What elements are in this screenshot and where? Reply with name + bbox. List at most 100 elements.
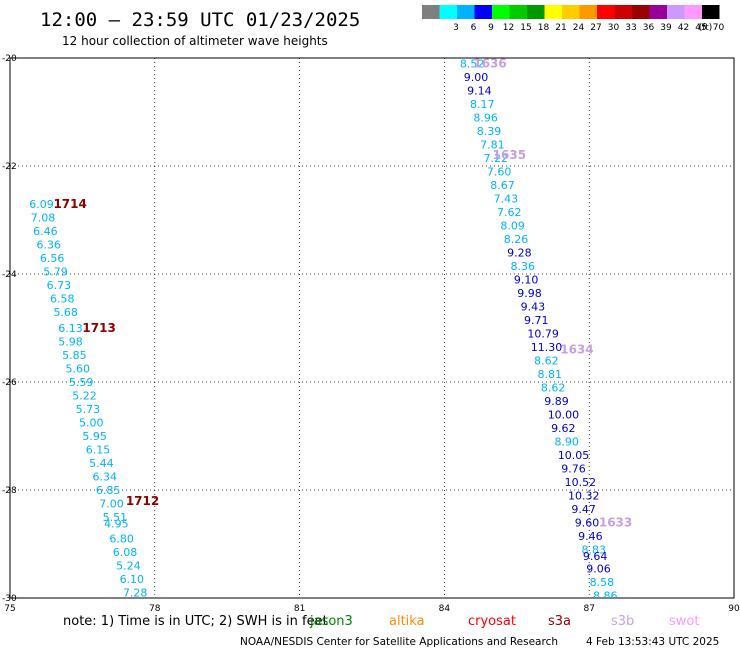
x-tick-label: 90 [728, 604, 740, 614]
swh-value-label: 5.22 [72, 390, 97, 403]
swh-value-label: 8.26 [504, 233, 529, 246]
legend-swatch [474, 5, 492, 19]
swh-value-label: 8.81 [538, 368, 563, 381]
x-tick-label: 78 [149, 604, 161, 614]
satellite-name: s3b [611, 614, 634, 629]
swh-value-label: 5.98 [58, 336, 82, 349]
plot-frame [9, 57, 735, 599]
swh-value-label: 9.06 [586, 562, 611, 575]
swh-value-label: 6.85 [96, 484, 121, 497]
swh-value-label: 9.89 [544, 395, 569, 408]
plot-area: 6.097.086.466.366.565.796.736.585.68 6.13… [29, 56, 632, 600]
swh-value-label: 9.62 [551, 422, 576, 435]
chart-title: 12:00 – 23:59 UTC 01/23/2025 [40, 9, 360, 31]
swh-value-label: 9.00 [464, 71, 489, 84]
swh-value-label: 9.60 [575, 516, 600, 529]
swh-value-label: 11.30 [531, 341, 563, 354]
x-tick-label: 81 [294, 604, 305, 614]
y-tick-label: -28 [2, 486, 17, 496]
legend-label: 21 [555, 23, 566, 33]
legend-unit: (ft) [699, 23, 713, 33]
y-tick-label: -20 [2, 54, 17, 64]
swh-value-label: 5.95 [82, 430, 107, 443]
legend-label: 18 [538, 23, 550, 33]
legend-label: 36 [643, 23, 655, 33]
pass-number-label: 1636 [473, 56, 506, 70]
swh-value-label: 8.67 [490, 179, 514, 192]
swh-value-label: 10.79 [527, 327, 559, 340]
swh-value-label: 9.47 [571, 503, 596, 516]
legend-swatch [632, 5, 650, 19]
legend-label: 70 [713, 23, 725, 33]
legend-label: 24 [573, 23, 585, 33]
satellite-name: altika [389, 614, 425, 629]
swh-value-label: 5.60 [66, 363, 91, 376]
swh-value-label: 8.90 [554, 435, 579, 448]
legend-label: 30 [608, 23, 620, 33]
swh-value-label: 6.73 [47, 279, 71, 292]
satellite-key: jason3 altika cryosat s3a s3b swot [309, 614, 699, 629]
swh-value-label: 6.09 [29, 198, 54, 211]
swh-value-label: 9.71 [524, 314, 549, 327]
legend-swatch [597, 5, 615, 19]
swh-value-label: 6.80 [109, 533, 134, 546]
swh-value-label: 8.09 [500, 219, 525, 232]
x-tick-label: 84 [439, 604, 451, 614]
swh-value-label: 5.85 [62, 349, 87, 362]
swh-value-label: 8.17 [470, 98, 495, 111]
swh-value-label: 6.08 [113, 546, 138, 559]
swh-value-label: 9.76 [561, 462, 586, 475]
y-tick-label: -24 [2, 270, 17, 280]
pass-number-label: 1714 [53, 197, 86, 211]
swh-value-label: 8.96 [473, 111, 498, 124]
legend-label: 27 [590, 23, 601, 33]
satellite-name: cryosat [468, 614, 516, 629]
legend-swatch [544, 5, 562, 19]
swh-value-label: 8.36 [511, 260, 536, 273]
legend-swatch [509, 5, 527, 19]
swh-value-label: 8.58 [590, 576, 615, 589]
swh-value-label: 8.83 [581, 543, 606, 556]
swh-value-label: 10.32 [568, 489, 600, 502]
y-tick-label: -22 [2, 162, 17, 172]
legend-swatch [667, 5, 685, 19]
legend-label: 45 [695, 23, 706, 33]
note-text: note: 1) Time is in UTC; 2) SWH is in fe… [63, 614, 328, 629]
x-tick-label: 75 [4, 604, 15, 614]
swh-value-label: 9.43 [521, 300, 546, 313]
swh-value-label: 6.46 [33, 225, 58, 238]
swh-value-label: 9.98 [517, 287, 542, 300]
legend-swatch [457, 5, 475, 19]
legend-swatch [649, 5, 667, 19]
footer-timestamp: 4 Feb 13:53:43 UTC 2025 [586, 636, 719, 648]
swh-value-label: 6.58 [50, 292, 75, 305]
pass-number-label: 1713 [82, 321, 115, 335]
legend-swatch [684, 5, 702, 19]
legend-label: 12 [503, 23, 514, 33]
swh-value-label: 9.28 [507, 246, 532, 259]
pass-number-label: 1634 [560, 343, 593, 357]
swh-value-label: 7.00 [99, 498, 124, 511]
legend-label: 33 [625, 23, 636, 33]
axis-ticks: 75 78 81 84 87 90 -20 -22 -24 -26 -28 -30 [2, 54, 740, 614]
swh-value-label: 4.95 [104, 517, 128, 530]
swh-value-label: 5.68 [53, 306, 78, 319]
swh-value-label: 6.13 [58, 322, 82, 335]
swh-value-label: 9.64 [583, 550, 608, 563]
pass-labels: 1714 1713 1712 1636 1635 1634 1633 [53, 56, 632, 529]
legend-swatch [562, 5, 580, 19]
legend-label: 42 [678, 23, 689, 33]
swh-value-label: 5.51 [103, 511, 128, 524]
legend-label: 39 [660, 23, 672, 33]
swh-value-label: 5.79 [43, 265, 68, 278]
footer-source: NOAA/NESDIS Center for Satellite Applica… [240, 636, 558, 648]
swh-value-label: 8.62 [541, 381, 566, 394]
swh-value-label: 7.28 [123, 587, 148, 600]
satellite-name: jason3 [309, 614, 353, 629]
swh-value-label: 7.81 [480, 138, 505, 151]
legend-swatch [702, 5, 720, 19]
swh-value-label: 8.39 [477, 125, 502, 138]
swh-value-label: 6.34 [93, 471, 118, 484]
swh-value-label: 5.73 [76, 403, 101, 416]
satellite-name: s3a [548, 614, 571, 629]
